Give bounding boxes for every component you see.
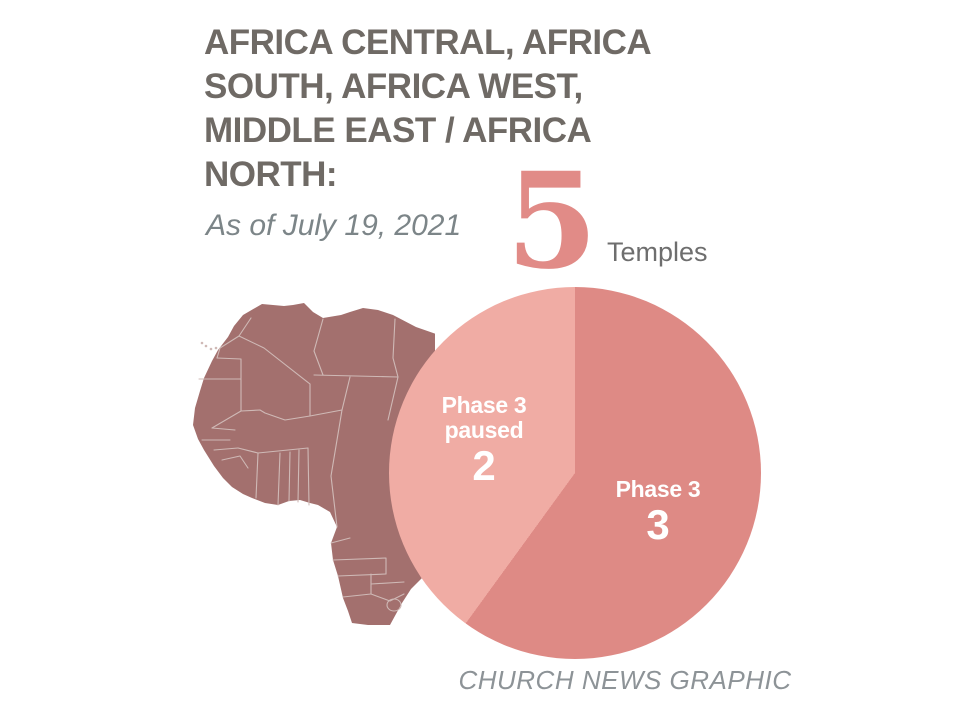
total-temples-count: 5: [506, 144, 598, 299]
pie-chart: Phase 3 paused 2 Phase 3 3: [389, 287, 761, 659]
pie-slice-label-text: Phase 3: [615, 476, 701, 502]
pie-slice-value: 3: [646, 501, 670, 548]
credit-line: CHURCH NEWS GRAPHIC: [458, 665, 792, 695]
pie-label-phase3-paused: Phase 3 paused 2: [399, 393, 569, 489]
page-title-line-4: NORTH:: [204, 155, 338, 194]
page-title: AFRICA CENTRAL, AFRICA SOUTH, AFRICA WES…: [204, 21, 684, 197]
total-temples-label: Temples: [607, 237, 708, 267]
pie-slice-value: 2: [472, 442, 496, 489]
pie-label-phase3: Phase 3 3: [573, 477, 743, 548]
lesotho-border: [386, 598, 402, 612]
africa-continent-shape: [193, 303, 435, 625]
cape-verde-islands: [200, 341, 218, 351]
africa-map: [193, 303, 435, 625]
page-title-line-3: MIDDLE EAST / AFRICA: [204, 111, 592, 150]
africa-country-borders: [198, 317, 405, 612]
as-of-date: As of July 19, 2021: [206, 209, 462, 242]
page-title-line-2: SOUTH, AFRICA WEST,: [204, 67, 583, 106]
pie-slice-label-text: paused: [444, 417, 524, 443]
pie-slice-label-text: Phase 3: [441, 392, 527, 418]
page-title-line-1: AFRICA CENTRAL, AFRICA: [204, 23, 652, 62]
